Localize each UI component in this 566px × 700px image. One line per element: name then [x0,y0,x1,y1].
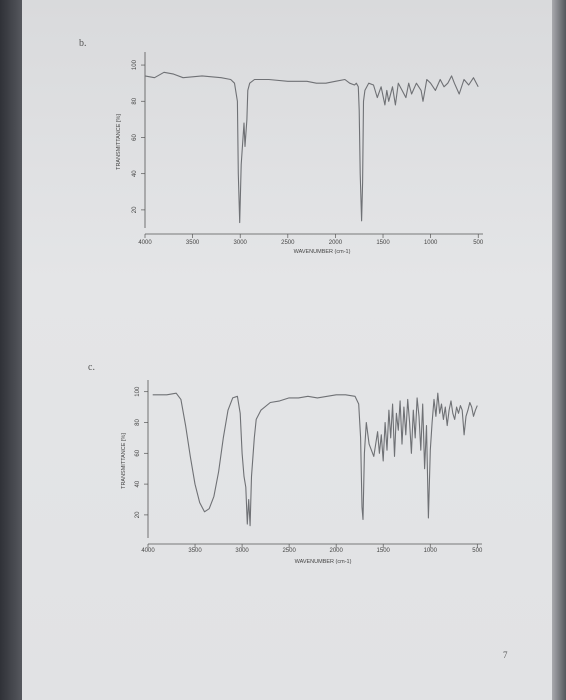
x-tick-label: 1000 [424,240,438,246]
x-tick-label: 1500 [377,548,391,554]
y-axis-title: TRANSMITTANCE [%] [116,114,122,170]
x-tick-label: 500 [473,240,484,246]
chart-b: 4000 3500 3000 2500 2000 1500 1000 500 100 80 60 40… [116,52,484,255]
y-tick-label: 40 [132,170,138,177]
x-tick-label: 3000 [235,548,249,554]
y-tick-label: 100 [132,59,138,70]
x-tick-label: 1500 [376,240,390,246]
panel-b-label: b. [79,38,87,49]
x-tick-label: 4000 [141,548,155,554]
panel-c-label: c. [88,362,95,373]
screen-edge-left [0,0,22,700]
y-tick-label: 60 [135,449,141,456]
y-tick-label: 40 [135,480,141,487]
paper-sheet [22,0,552,700]
x-axis-title: WAVENUMBER (cm-1) [295,559,352,565]
y-tick-label: 60 [132,133,138,140]
y-tick-label: 20 [135,511,141,518]
x-tick-label: 3500 [186,240,200,246]
x-axis-title: WAVENUMBER (cm-1) [294,249,351,255]
x-tick-label: 3000 [234,240,248,246]
y-tick-label: 100 [135,386,141,397]
page-number: 7 [503,650,508,660]
chart-c: 4000 3500 3000 2500 2000 1500 1000 500 100 80 60 40… [121,380,483,565]
y-tick-label: 20 [132,206,138,213]
x-tick-label: 2000 [329,548,343,554]
spectrum-line-c [152,392,478,527]
y-tick-label: 80 [135,419,141,426]
x-tick-label: 4000 [138,240,152,246]
spectrum-line-b [144,71,479,224]
x-tick-label: 2500 [282,548,296,554]
x-tick-label: 500 [472,548,483,554]
screen-edge-right [552,0,566,700]
y-axis-title: TRANSMITTANCE [%] [121,433,127,489]
x-tick-label: 1000 [424,548,438,554]
y-tick-label: 80 [132,97,138,104]
x-tick-label: 2000 [329,240,343,246]
x-tick-label: 3500 [188,548,202,554]
x-tick-label: 2500 [281,240,295,246]
